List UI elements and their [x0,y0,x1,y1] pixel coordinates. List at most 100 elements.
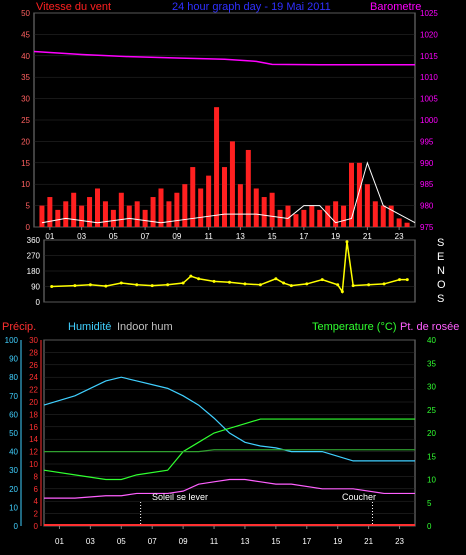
wind-gust-bar [110,209,116,227]
temp-tick-label: 5 [427,499,432,508]
baro-tick-label: 1020 [420,30,438,39]
dir-tick-label: 270 [27,252,41,261]
temperature-label: Temperature (°C) [312,321,396,333]
baro-tick-label: 1010 [420,73,438,82]
top-x-tick-label: 05 [109,232,118,241]
bottom-x-tick-label: 15 [271,537,280,546]
wind-direction-point [289,284,293,288]
humidity-tick-label: 20 [9,485,18,494]
baro-tick-label: 1025 [420,9,438,18]
precip-tick-label: 28 [29,348,38,357]
compass-letter: N [437,265,445,277]
wind-direction-point [320,278,324,282]
precip-tick-label: 8 [34,472,39,481]
wind-tick-label: 20 [21,137,30,146]
precip-tick-label: 26 [29,361,38,370]
bottom-x-tick-label: 09 [179,537,188,546]
wind-tick-label: 10 [21,180,30,189]
wind-gust-bar [396,218,402,227]
wind-gust-bar [158,188,164,227]
wind-tick-label: 30 [21,95,30,104]
wind-gust-bar [214,107,220,227]
barometer-label: Barometre [370,1,421,13]
wind-direction-point [367,283,371,287]
baro-tick-label: 995 [420,137,434,146]
wind-direction-point [73,284,77,288]
temp-tick-label: 20 [427,429,436,438]
sunrise-label: Soleil se lever [152,492,208,502]
wind-direction-point [228,280,231,284]
wind-average-line [41,161,416,224]
wind-direction-point [104,284,108,288]
baro-tick-label: 1005 [420,95,438,104]
bottom-x-tick-label: 07 [148,537,157,546]
top-x-tick-label: 11 [204,232,213,241]
axis-layer: 5045403530252015105010251020101510101005… [5,9,439,546]
wind-direction-point [166,283,170,287]
compass-letter: S [437,237,444,249]
baro-tick-label: 990 [420,159,434,168]
wind-gust-bar [388,205,394,227]
wind-gust-bar [39,205,45,227]
dir-tick-label: 90 [31,283,40,292]
wind-gust-bar [55,209,61,227]
compass-letter: O [437,279,446,291]
humidity-tick-label: 80 [9,373,18,382]
wind-gust-bar [102,201,108,227]
dewpoint-label: Pt. de rosée [400,321,459,333]
temp-tick-label: 35 [427,359,436,368]
indoor-hum-label: Indoor hum [117,321,173,333]
wind-gust-bar [261,197,267,227]
precip-tick-label: 24 [29,373,38,382]
compass-letter: S [437,293,444,305]
precip-tick-label: 18 [29,410,38,419]
wind-gust-bar [150,197,156,227]
humidity-tick-label: 30 [9,466,18,475]
wind-gust-bar [372,201,378,227]
wind-gust-bar [317,209,323,227]
wind-gust-bar [245,149,251,227]
wind-direction-point [197,277,201,281]
temp-tick-label: 15 [427,452,436,461]
wind-gust-bar [95,188,100,227]
top-x-tick-label: 15 [268,232,277,241]
bottom-x-tick-label: 23 [395,537,404,546]
precip-tick-label: 16 [29,423,38,432]
bottom-x-tick-label: 03 [86,537,95,546]
wind-direction-point [345,240,349,244]
wind-gust-bar [166,201,172,227]
wind-tick-label: 15 [21,159,30,168]
wind-gust-bar [325,205,331,227]
sunset-label: Coucher [342,492,376,502]
wind-direction-point [340,290,344,294]
barometer-line [33,50,415,66]
precip-tick-label: 20 [29,398,38,407]
wind-gust-bar [142,209,148,227]
dir-tick-label: 180 [27,267,41,276]
wind-gust-bar [293,214,299,227]
chart-title: 24 hour graph day - 19 Mai 2011 [172,1,331,13]
wind-gust-bar [341,205,347,227]
bottom-x-tick-label: 11 [210,537,219,546]
wind-gust-bar [174,192,180,227]
precip-tick-label: 12 [29,448,38,457]
humidity-tick-label: 0 [14,522,19,531]
temp-tick-label: 25 [427,406,436,415]
wind-gust-bar [364,184,370,227]
wind-direction-point [382,282,386,286]
baro-tick-label: 975 [420,223,434,232]
baro-tick-label: 1000 [420,116,438,125]
precip-tick-label: 10 [29,460,38,469]
precip-tick-label: 22 [29,386,38,395]
wind-direction-point [150,284,154,288]
precip-tick-label: 30 [29,336,38,345]
baro-tick-label: 1015 [420,52,438,61]
wind-gust-bar [349,162,354,227]
wind-direction-point [336,283,340,287]
wind-tick-label: 50 [21,9,30,18]
wind-direction-point [398,278,402,282]
wind-direction-point [50,285,54,288]
wind-direction-trace [51,241,408,294]
